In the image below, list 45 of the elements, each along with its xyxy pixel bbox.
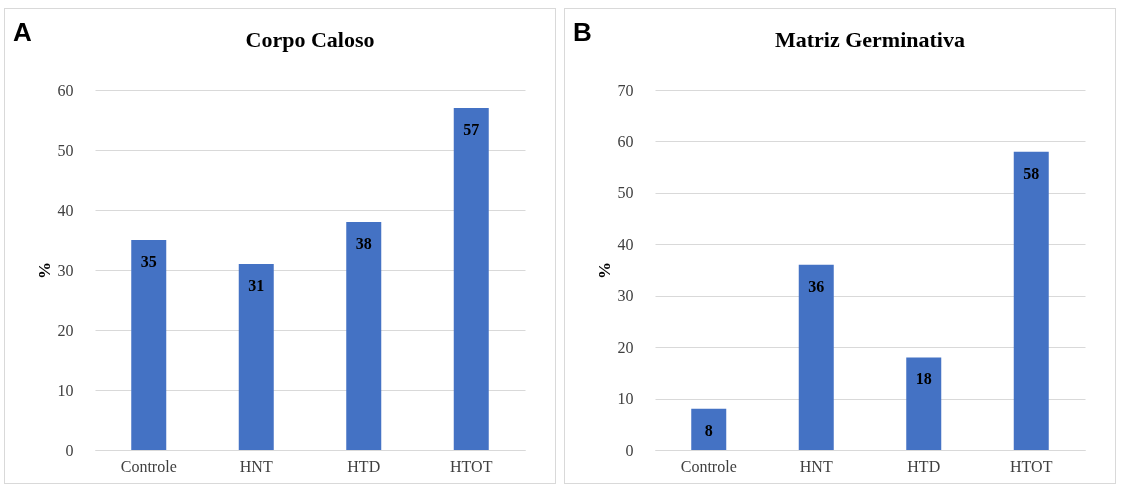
y-tick-label: 30 xyxy=(617,287,634,305)
data-label: 36 xyxy=(808,277,825,295)
bar xyxy=(131,240,167,450)
y-tick-label: 70 xyxy=(617,81,634,99)
data-label: 38 xyxy=(355,235,372,252)
data-label: 18 xyxy=(915,370,932,388)
bar xyxy=(691,408,727,450)
y-tick-label: 10 xyxy=(57,381,74,399)
y-axis-title: % xyxy=(594,262,614,279)
x-tick-label: HTOT xyxy=(450,457,493,475)
x-tick-label: HTOT xyxy=(1010,457,1053,475)
text: A xyxy=(13,17,32,48)
x-tick-label: HNT xyxy=(239,457,273,475)
y-tick-label: 0 xyxy=(65,441,74,459)
x-tick-label: Controle xyxy=(680,457,737,475)
y-tick-label: 40 xyxy=(57,201,74,219)
y-tick-label: 20 xyxy=(57,321,74,339)
bar xyxy=(238,264,274,450)
bar xyxy=(453,108,489,450)
y-tick-label: 50 xyxy=(617,184,634,202)
x-tick-label: HTD xyxy=(907,457,941,475)
chart-title: Matriz Germinativa xyxy=(775,27,965,52)
bar xyxy=(906,357,942,450)
bar xyxy=(346,222,382,450)
y-tick-label: 60 xyxy=(617,132,634,150)
bar xyxy=(798,264,834,450)
y-tick-label: 60 xyxy=(57,81,74,99)
x-tick-label: HNT xyxy=(799,457,833,475)
data-label: 8 xyxy=(704,421,713,439)
data-label: 31 xyxy=(248,277,265,294)
y-tick-label: 10 xyxy=(617,390,634,408)
y-tick-label: 40 xyxy=(617,235,634,253)
y-tick-label: 0 xyxy=(625,441,634,459)
text: B xyxy=(573,17,592,48)
bar xyxy=(1013,151,1049,450)
chart-title: Corpo Caloso xyxy=(245,27,375,52)
data-label: 35 xyxy=(140,253,157,270)
x-tick-label: Controle xyxy=(120,457,177,475)
data-label: 57 xyxy=(463,121,480,138)
x-tick-label: HTD xyxy=(347,457,381,475)
data-label: 58 xyxy=(1023,164,1040,182)
y-tick-label: 50 xyxy=(57,141,74,159)
y-axis-title: % xyxy=(34,262,54,279)
y-tick-label: 20 xyxy=(617,338,634,356)
y-tick-label: 30 xyxy=(57,261,74,279)
